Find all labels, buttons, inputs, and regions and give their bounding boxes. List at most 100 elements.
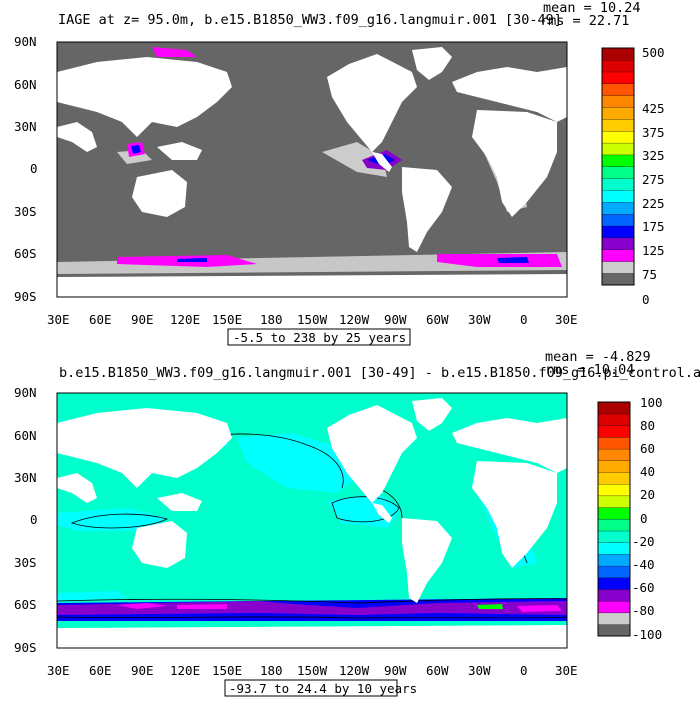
lon-label: 60W — [426, 663, 449, 678]
lon-axis: 30E 60E 90E 120E 150E 180 150W 120W 90W … — [47, 312, 578, 327]
colorbar-label: 40 — [640, 464, 655, 479]
colorbar-bin — [601, 237, 635, 250]
lat-label: 90N — [14, 34, 37, 49]
colorbar-label: 0 — [642, 292, 650, 307]
lon-label: 90W — [384, 663, 407, 678]
colorbar-label: 0 — [640, 511, 648, 526]
range-label: -5.5 to 238 by 25 years — [233, 330, 406, 345]
plot-frame — [56, 41, 568, 298]
colorbar-label: 75 — [642, 267, 657, 282]
colorbar-bin — [597, 518, 631, 532]
lon-label: 90E — [131, 312, 154, 327]
colorbar-label: 225 — [642, 196, 665, 211]
lon-label: 0 — [520, 312, 528, 327]
stats-mean: mean = 10.24 — [543, 0, 641, 16]
colorbar-bin — [601, 118, 635, 132]
stats-rms: rms = 10.04 — [545, 362, 634, 378]
colorbar-label: 325 — [642, 148, 665, 163]
lat-label: 30N — [14, 470, 37, 485]
colorbar-bin — [597, 553, 631, 567]
colorbar-label: -40 — [632, 557, 655, 572]
lat-label: 0 — [30, 161, 38, 176]
lat-label: 60S — [14, 597, 37, 612]
colorbar-bin — [597, 589, 631, 602]
colorbar-label: 275 — [642, 172, 665, 187]
colorbar-label: 20 — [640, 487, 655, 502]
colorbar-bin — [601, 47, 635, 61]
lat-label: 0 — [30, 512, 38, 527]
colorbar-bin — [597, 624, 631, 637]
colorbar-label: -80 — [632, 603, 655, 618]
lon-label: 120E — [170, 312, 200, 327]
lon-label: 90E — [131, 663, 154, 678]
lat-label: 90S — [14, 640, 37, 655]
lon-label: 120E — [170, 663, 200, 678]
colorbar-bin — [597, 413, 631, 426]
colorbar-label: 175 — [642, 219, 665, 234]
lon-label: 30W — [468, 312, 491, 327]
lon-label: 150E — [212, 312, 242, 327]
stats-rms: rms = 22.71 — [540, 13, 629, 29]
plot-frame — [56, 392, 568, 649]
lon-label: 30E — [555, 312, 578, 327]
lat-label: 90S — [14, 289, 37, 304]
lat-label: 30S — [14, 204, 37, 219]
colorbar-label: 80 — [640, 418, 655, 433]
colorbar-bin — [597, 483, 631, 497]
lon-axis: 30E 60E 90E 120E 150E 180 150W 120W 90W … — [47, 663, 578, 678]
colorbar-label: 425 — [642, 101, 665, 116]
panel-title: IAGE at z= 95.0m, b.e15.B1850_WW3.f09_g1… — [58, 12, 562, 28]
panel-bottom: b.e15.B1850_WW3.f09_g16.langmuir.001 [30… — [14, 349, 700, 697]
lat-label: 60N — [14, 428, 37, 443]
colorbar-bin — [601, 71, 635, 85]
colorbar-bin — [597, 425, 631, 438]
colorbar-label: 60 — [640, 441, 655, 456]
lon-label: 60E — [89, 663, 112, 678]
colorbar-bin — [601, 225, 635, 239]
map-plot — [56, 41, 568, 298]
lon-label: 0 — [520, 663, 528, 678]
colorbar-bin — [597, 507, 631, 520]
colorbar-bin — [597, 472, 631, 485]
lat-label: 30S — [14, 555, 37, 570]
panel-title: b.e15.B1850_WW3.f09_g16.langmuir.001 [30… — [59, 365, 700, 381]
colorbar-bin — [597, 436, 631, 450]
colorbar-bin — [601, 142, 635, 156]
colorbar-labels: 500 425 375 325 275 225 175 125 75 0 — [642, 45, 665, 307]
lat-label: 60N — [14, 77, 37, 92]
colorbar-label: 500 — [642, 45, 665, 60]
colorbar-bin — [601, 261, 635, 274]
range-label: -93.7 to 24.4 by 10 years — [229, 681, 417, 696]
colorbar-bin — [601, 95, 635, 108]
lon-label: 30E — [47, 312, 70, 327]
lon-label: 180 — [260, 663, 283, 678]
lon-label: 30E — [47, 663, 70, 678]
colorbar-bin — [601, 166, 635, 179]
lon-label: 90W — [384, 312, 407, 327]
colorbar-label: 125 — [642, 243, 665, 258]
lon-label: 150W — [297, 663, 328, 678]
colorbar-bin — [597, 460, 631, 473]
colorbar-bin — [597, 565, 631, 578]
colorbar-label: -60 — [632, 580, 655, 595]
range-box: -93.7 to 24.4 by 10 years — [224, 679, 417, 697]
colorbar-bin — [601, 83, 635, 96]
colorbar-bin — [601, 213, 635, 227]
colorbar-bin — [601, 178, 635, 191]
colorbar-bin — [597, 495, 631, 508]
lon-label: 60W — [426, 312, 449, 327]
colorbar-bin — [601, 59, 635, 73]
colorbar: 100 80 60 40 20 0 -20 -40 -60 -80 -100 — [597, 395, 663, 642]
colorbar-bin — [597, 577, 631, 590]
lat-label: 30N — [14, 119, 37, 134]
lon-label: 30E — [555, 663, 578, 678]
colorbar-bin — [597, 401, 631, 415]
lon-label: 60E — [89, 312, 112, 327]
range-box: -5.5 to 238 by 25 years — [227, 328, 411, 346]
lon-label: 150E — [212, 663, 242, 678]
colorbar-bin — [601, 201, 635, 215]
colorbar-bin — [601, 107, 635, 120]
lat-axis: 90N 60N 30N 0 30S 60S 90S — [14, 34, 38, 304]
panel-top: IAGE at z= 95.0m, b.e15.B1850_WW3.f09_g1… — [14, 0, 665, 346]
